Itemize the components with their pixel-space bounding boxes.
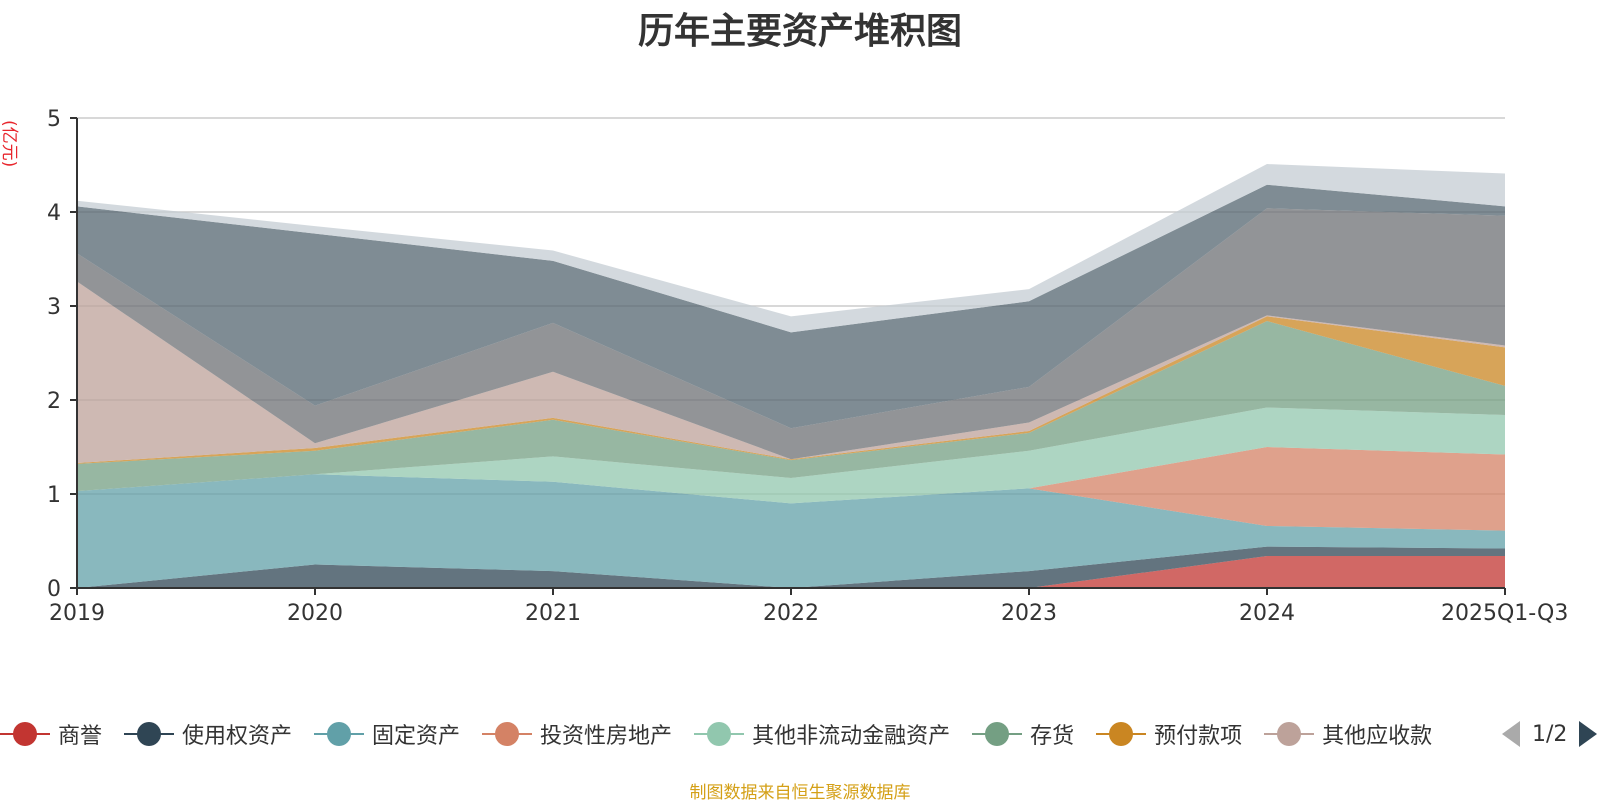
y-tick-label: 0 <box>47 577 61 602</box>
legend-label: 其他非流动金融资产 <box>752 724 951 749</box>
x-tick-label: 2021 <box>525 601 581 626</box>
legend-track: 商誉 使用权资产 固定资产 投资性房地产 其他非流动金融资产 存货 预付款项 其他应收款 <box>0 716 1482 752</box>
area-series-10 <box>77 184 1505 429</box>
legend-viewport: 商誉 使用权资产 固定资产 投资性房地产 其他非流动金融资产 存货 预付款项 其他应收款 <box>0 716 1482 752</box>
x-tick-label: 2025Q1-Q3 <box>1441 601 1568 626</box>
y-axis-unit-text: (亿元) <box>0 120 19 168</box>
legend-item[interactable]: 投资性房地产 <box>482 718 672 750</box>
legend-marker-icon <box>314 722 365 746</box>
legend-marker-icon <box>972 722 1023 746</box>
area-其他非流动金融资产 <box>77 407 1505 504</box>
legend-label: 固定资产 <box>372 724 461 749</box>
y-tick-label: 1 <box>47 483 61 508</box>
area-商誉 <box>77 556 1505 588</box>
y-tick-label: 4 <box>47 201 61 226</box>
area-series-9 <box>77 208 1505 460</box>
legend-item[interactable]: 预付款项 <box>1096 718 1242 750</box>
legend-label: 商誉 <box>58 724 103 749</box>
area-投资性房地产 <box>77 447 1505 531</box>
area-固定资产 <box>77 474 1505 588</box>
legend-item[interactable]: 固定资产 <box>314 718 460 750</box>
x-tick-label: 2023 <box>1001 601 1057 626</box>
x-tick-label: 2022 <box>763 601 819 626</box>
x-tick-label: 2020 <box>287 601 343 626</box>
legend-label: 其他应收款 <box>1322 724 1433 749</box>
legend-page-indicator: 1/2 <box>1532 721 1568 747</box>
y-axis-ticks: 0 1 2 3 4 5 <box>47 107 77 602</box>
legend-prev-arrow-icon[interactable] <box>1500 719 1522 749</box>
source-note: 制图数据来自恒生聚源数据库 <box>689 783 911 803</box>
legend-next-arrow-icon[interactable] <box>1577 719 1599 749</box>
legend: 商誉 使用权资产 固定资产 投资性房地产 其他非流动金融资产 存货 预付款项 其他应收款 1/… <box>0 716 1600 752</box>
legend-label: 使用权资产 <box>182 724 293 749</box>
legend-label: 存货 <box>1030 724 1075 749</box>
legend-marker-icon <box>1096 722 1147 746</box>
legend-marker-icon <box>0 722 50 746</box>
legend-item[interactable]: 其他非流动金融资产 <box>694 718 950 750</box>
chart-title: 历年主要资产堆积图 <box>637 11 962 52</box>
legend-marker-icon <box>482 722 533 746</box>
y-axis-unit-label: (亿元) <box>0 120 28 170</box>
legend-label: 预付款项 <box>1154 724 1243 749</box>
legend-label: 投资性房地产 <box>540 724 673 749</box>
legend-marker-icon <box>1264 722 1315 746</box>
area-使用权资产 <box>77 546 1505 588</box>
legend-item[interactable]: 存货 <box>972 718 1074 750</box>
legend-marker-icon <box>694 722 745 746</box>
legend-item[interactable]: 其他应收款 <box>1264 718 1432 750</box>
area-series <box>77 164 1505 588</box>
legend-pager: 1/2 <box>1500 716 1599 752</box>
area-series-11 <box>77 164 1505 333</box>
area-存货 <box>77 321 1505 492</box>
x-tick-label: 2019 <box>49 601 105 626</box>
y-tick-label: 3 <box>47 295 61 320</box>
x-axis-ticks: 2019 2020 2021 2022 2023 2024 2025Q1-Q3 <box>49 588 1568 626</box>
legend-item[interactable]: 使用权资产 <box>124 718 292 750</box>
area-其他应收款 <box>77 281 1505 463</box>
legend-item[interactable]: 商誉 <box>0 718 102 750</box>
y-tick-label: 5 <box>47 107 61 132</box>
legend-marker-icon <box>124 722 175 746</box>
y-tick-label: 2 <box>47 389 61 414</box>
area-预付款项 <box>77 316 1505 464</box>
x-tick-label: 2024 <box>1239 601 1295 626</box>
